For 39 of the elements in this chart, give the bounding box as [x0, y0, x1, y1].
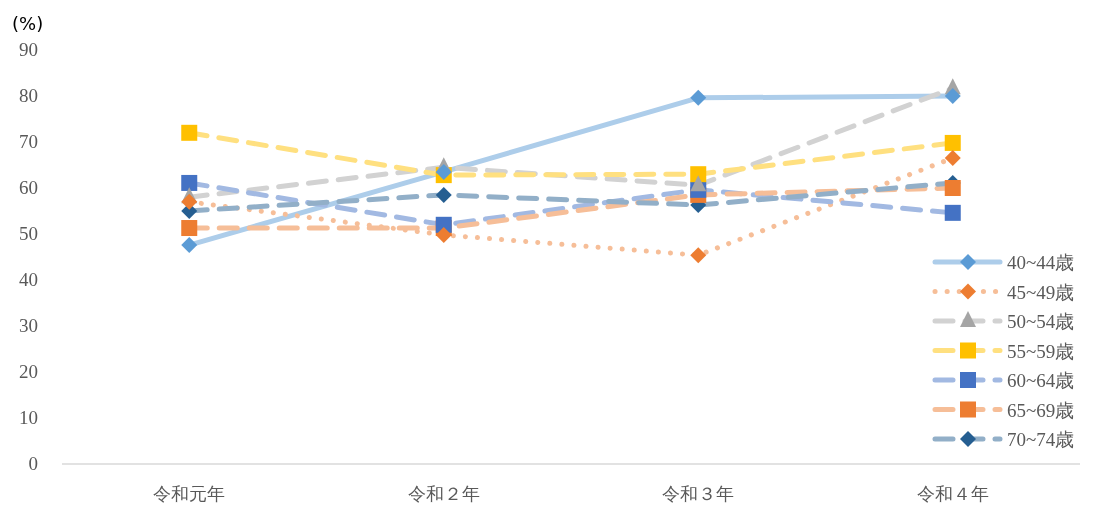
y-tick-label: 0 — [28, 453, 38, 474]
y-tick-label: 10 — [19, 407, 38, 428]
point — [944, 150, 961, 167]
legend-label: 70~74歳 — [1007, 429, 1075, 450]
x-tick-label: 令和元年 — [153, 484, 226, 504]
point — [944, 204, 961, 221]
point — [435, 163, 452, 180]
y-tick-label: 20 — [19, 361, 38, 382]
legend-label: 60~64歳 — [1007, 370, 1075, 391]
point — [690, 175, 707, 192]
y-tick-label: 70 — [19, 131, 38, 152]
point — [181, 193, 198, 210]
point — [944, 134, 961, 151]
point — [944, 88, 961, 104]
x-tick-label: 令和２年 — [407, 484, 480, 504]
point — [181, 174, 198, 191]
point — [181, 220, 198, 237]
y-tick-label: 60 — [19, 177, 38, 198]
y-tick-label: 90 — [19, 39, 38, 60]
y-tick-label: 40 — [19, 269, 38, 290]
point — [181, 237, 198, 254]
legend-label: 65~69歳 — [1007, 399, 1075, 421]
legend-label: 40~44歳 — [1007, 252, 1075, 273]
point — [181, 124, 198, 141]
y-tick-label: 30 — [19, 315, 38, 336]
legend-label: 50~54歳 — [1007, 311, 1075, 332]
point — [944, 180, 961, 196]
y-axis-title: (%) — [12, 13, 44, 34]
point — [690, 166, 707, 183]
x-tick-label: 令和４年 — [916, 484, 989, 504]
y-tick-label: 50 — [19, 223, 38, 244]
point — [690, 89, 707, 106]
legend-label: 55~59歳 — [1007, 340, 1075, 362]
legend-label: 45~49歳 — [1007, 281, 1075, 303]
point — [690, 247, 707, 264]
y-tick-label: 80 — [19, 85, 38, 106]
point — [435, 186, 452, 203]
x-tick-label: 令和３年 — [662, 484, 735, 504]
point — [435, 226, 452, 243]
